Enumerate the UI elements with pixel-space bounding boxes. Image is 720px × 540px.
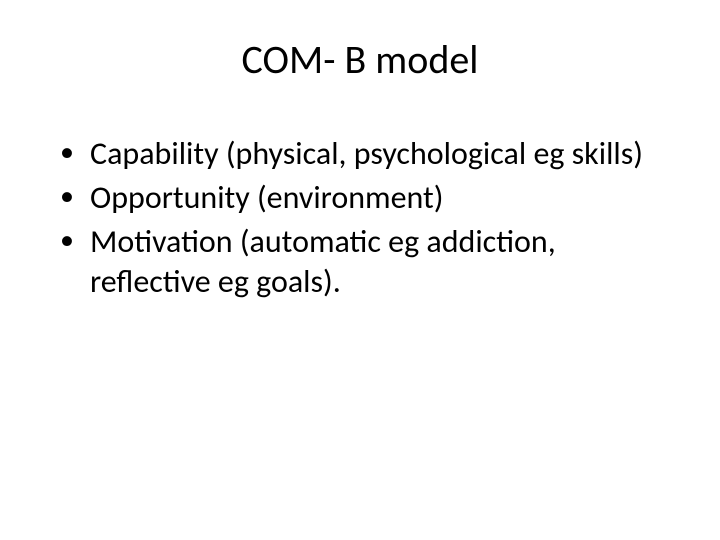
bullet-item: Opportunity (environment) <box>60 178 680 218</box>
slide-title: COM- B model <box>40 35 680 84</box>
bullet-item: Capability (physical, psychological eg s… <box>60 134 680 174</box>
bullet-item: Motivation (automatic eg addiction, refl… <box>60 222 680 302</box>
bullet-list: Capability (physical, psychological eg s… <box>40 134 680 302</box>
slide-container: COM- B model Capability (physical, psych… <box>0 0 720 540</box>
